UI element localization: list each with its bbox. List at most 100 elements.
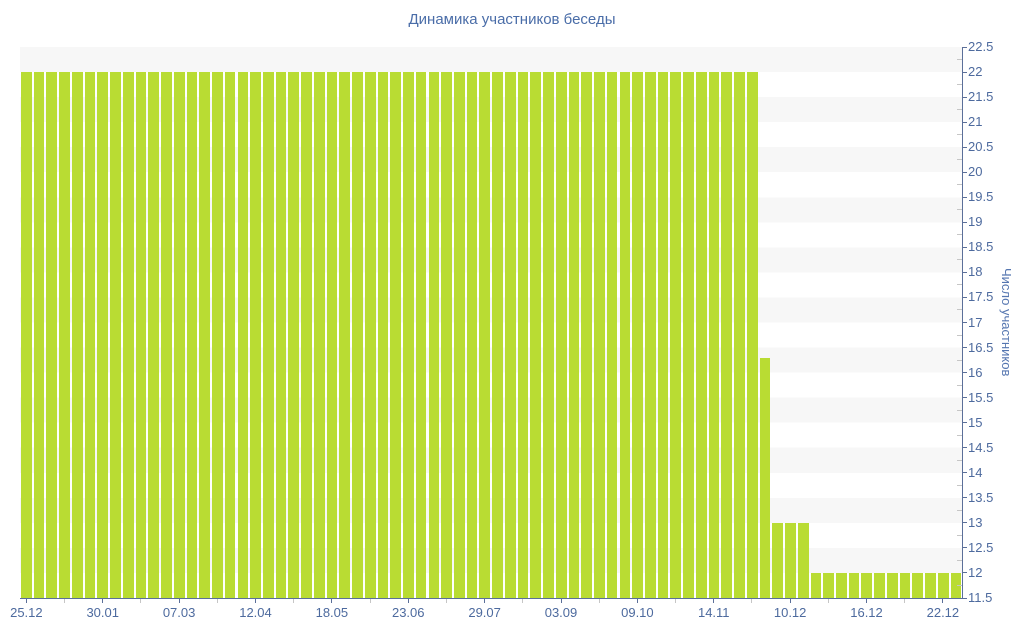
x-tick-label: 12.04 xyxy=(239,605,272,620)
x-minor-tick xyxy=(827,599,829,603)
x-major-tick xyxy=(25,599,27,603)
x-major-tick xyxy=(866,599,868,603)
bar-slot xyxy=(657,47,670,598)
y-minor-tick xyxy=(957,184,962,186)
bar xyxy=(492,72,503,598)
y-tick-label: 22 xyxy=(968,64,983,80)
bar-slot xyxy=(669,47,682,598)
bar-slot xyxy=(351,47,364,598)
y-minor-tick xyxy=(957,134,962,136)
bar-slot xyxy=(899,47,912,598)
bar xyxy=(466,72,478,598)
bar-slot xyxy=(402,47,415,598)
y-tick-label: 14.5 xyxy=(968,439,994,455)
bar xyxy=(517,72,529,598)
chart-title: Динамика участников беседы xyxy=(408,11,616,28)
y-tick-label: 13.5 xyxy=(968,489,994,505)
bar xyxy=(301,72,312,598)
bar-slot xyxy=(784,47,797,598)
x-tick-label: 07.03 xyxy=(162,605,196,620)
bar xyxy=(390,72,401,598)
x-tick-label: 16.12 xyxy=(850,605,883,620)
y-major-tick xyxy=(962,221,967,223)
y-tick-label: 18.5 xyxy=(968,239,994,255)
bar-slot xyxy=(555,47,568,598)
y-minor-tick xyxy=(957,59,962,61)
y-minor-tick xyxy=(957,559,962,561)
y-tick-label: 11.5 xyxy=(968,590,993,605)
y-minor-tick xyxy=(957,509,962,511)
bar xyxy=(479,72,491,598)
y-major-tick xyxy=(962,447,967,449)
bar-slot xyxy=(504,47,517,598)
bar-slot xyxy=(71,47,84,598)
bar xyxy=(823,572,834,598)
bar xyxy=(122,72,134,598)
bar xyxy=(173,72,185,598)
y-major-tick xyxy=(962,146,967,148)
bar xyxy=(670,72,682,598)
x-major-tick xyxy=(560,599,562,603)
y-tick-label: 14 xyxy=(968,464,983,480)
bar-slot xyxy=(453,47,466,598)
bar xyxy=(21,72,32,598)
bar-slot xyxy=(682,47,695,598)
y-major-tick xyxy=(962,171,967,173)
y-major-tick xyxy=(962,397,967,399)
bar xyxy=(874,572,885,598)
bar-slot xyxy=(491,47,504,598)
bar xyxy=(504,72,516,598)
bar xyxy=(262,72,274,598)
bar xyxy=(797,522,809,598)
y-major-tick xyxy=(962,46,967,48)
bar xyxy=(645,72,656,598)
bar-slot xyxy=(440,47,453,598)
x-minor-tick xyxy=(64,599,66,603)
y-minor-tick xyxy=(957,409,962,411)
x-major-tick xyxy=(484,599,486,603)
bar-slot xyxy=(810,47,823,598)
y-tick-label: 19 xyxy=(968,214,983,230)
y-tick-label: 20.5 xyxy=(968,139,994,155)
bar-slot xyxy=(529,47,542,598)
y-major-tick xyxy=(962,522,967,524)
bar xyxy=(161,72,172,598)
x-major-tick xyxy=(178,599,180,603)
bar-slot xyxy=(937,47,950,598)
bar xyxy=(186,72,198,598)
bar xyxy=(313,72,325,598)
bar-slot xyxy=(924,47,937,598)
bar-slot xyxy=(822,47,835,598)
bar-slot xyxy=(326,47,339,598)
x-tick-label: 23.06 xyxy=(391,605,425,620)
y-tick-label: 19.5 xyxy=(968,189,994,205)
bar xyxy=(886,572,898,598)
bar-slot xyxy=(619,47,632,598)
bar-slot xyxy=(313,47,326,598)
bar xyxy=(288,72,300,598)
x-major-tick xyxy=(713,599,715,603)
bar xyxy=(110,72,121,598)
bar-slot xyxy=(708,47,721,598)
x-tick-label: 10.12 xyxy=(773,605,807,620)
bar xyxy=(377,72,389,598)
bar-slot xyxy=(848,47,861,598)
bar-slot xyxy=(33,47,46,598)
bar xyxy=(199,72,210,598)
bar xyxy=(46,72,58,598)
bar-slot xyxy=(631,47,644,598)
bar xyxy=(594,72,605,598)
y-tick-label: 18 xyxy=(968,264,983,280)
bar xyxy=(224,72,236,598)
bar-slot xyxy=(873,47,886,598)
bar xyxy=(339,72,351,598)
bar xyxy=(275,72,287,598)
y-tick-label: 12.5 xyxy=(968,539,994,555)
bar-slot xyxy=(96,47,109,598)
bar xyxy=(785,522,796,598)
bar xyxy=(453,72,465,598)
bar-slot xyxy=(364,47,377,598)
y-minor-tick xyxy=(957,459,962,461)
bar-slot xyxy=(606,47,619,598)
